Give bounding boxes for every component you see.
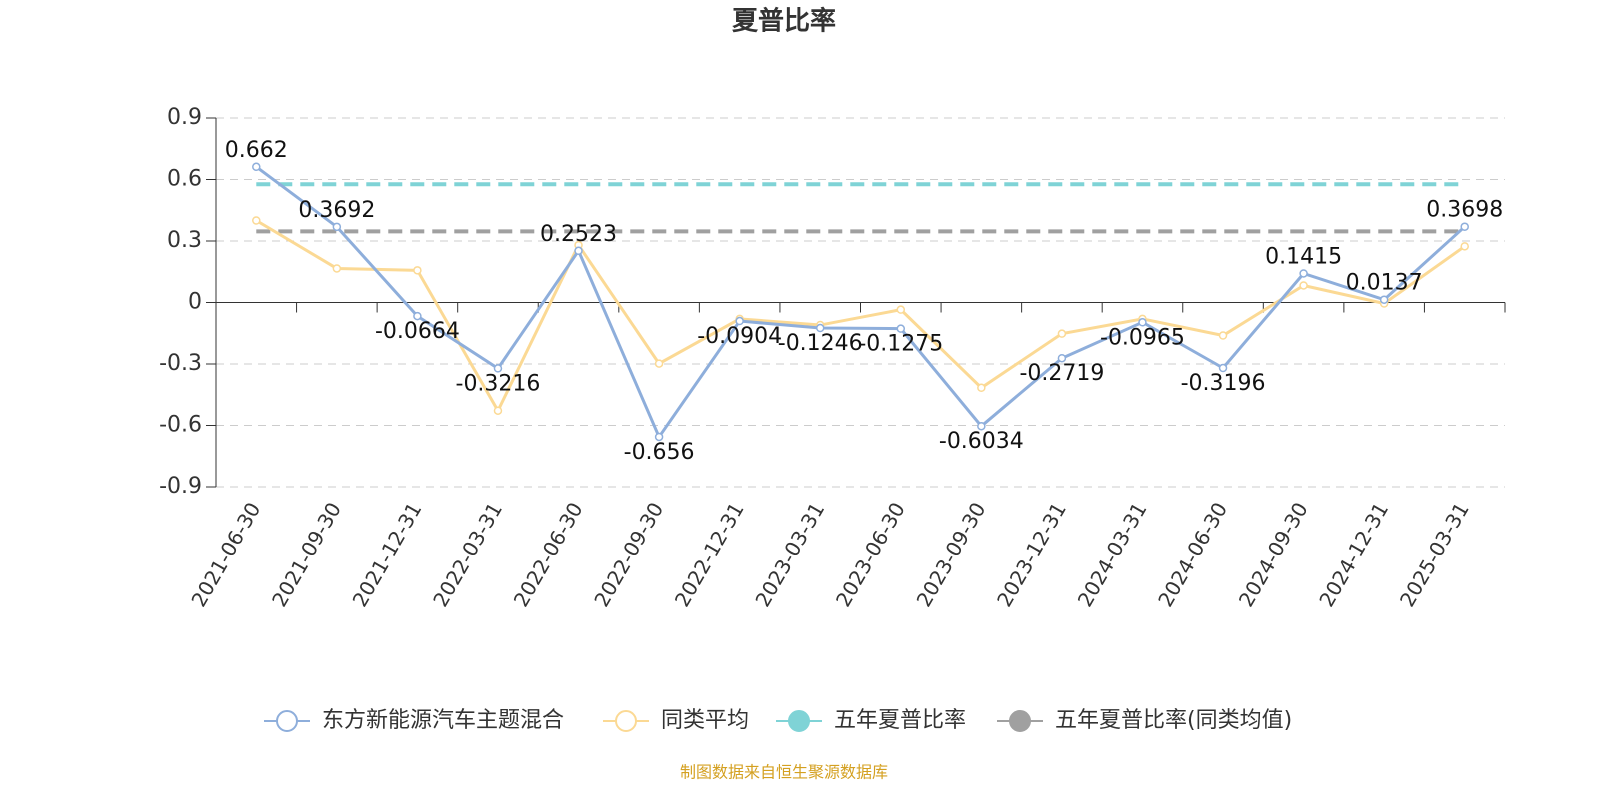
legend-marker xyxy=(788,710,810,732)
point xyxy=(252,162,261,172)
point xyxy=(896,324,906,333)
point xyxy=(332,222,342,232)
x-tick-label: 2022-09-30 xyxy=(589,498,668,611)
data-label: -0.3216 xyxy=(456,371,541,396)
data-label: -0.2719 xyxy=(1019,361,1104,386)
point xyxy=(493,364,503,373)
data-label: -0.6034 xyxy=(939,429,1024,454)
x-tick-label: 2024-12-31 xyxy=(1314,498,1393,611)
data-label: -0.1275 xyxy=(858,332,943,357)
legend-marker xyxy=(615,710,637,732)
y-tick-label: -0.6 xyxy=(159,413,202,438)
legend-label: 五年夏普比率 xyxy=(834,708,966,733)
point xyxy=(1299,281,1308,290)
data-label: 0.2523 xyxy=(540,222,617,247)
point xyxy=(1057,353,1067,363)
x-tick-label: 2021-06-30 xyxy=(186,498,265,611)
y-tick-label: -0.3 xyxy=(159,351,202,376)
point xyxy=(1379,295,1389,304)
x-tick-label: 2024-03-31 xyxy=(1073,498,1152,611)
chart-title: 夏普比率 xyxy=(732,6,836,37)
point xyxy=(1218,331,1228,340)
x-tick-label: 2023-09-30 xyxy=(912,498,991,611)
y-tick-label: -0.9 xyxy=(159,474,202,499)
y-tick-label: 0.6 xyxy=(167,167,202,192)
y-tick-label: 0 xyxy=(188,290,202,315)
x-tick-label: 2025-03-31 xyxy=(1395,498,1474,611)
data-label: -0.0904 xyxy=(697,324,782,349)
data-label: 0.1415 xyxy=(1265,244,1342,269)
x-tick-label: 2021-12-31 xyxy=(348,498,427,611)
x-tick-label: 2022-03-31 xyxy=(428,498,507,611)
point xyxy=(654,432,664,442)
point xyxy=(1299,269,1308,278)
x-tick-label: 2022-12-31 xyxy=(670,498,749,611)
x-tick-label: 2023-03-31 xyxy=(750,498,829,611)
x-tick-label: 2024-06-30 xyxy=(1153,498,1232,611)
y-tick-label: 0.3 xyxy=(167,228,202,253)
data-label: -0.0965 xyxy=(1100,325,1185,350)
legend-label: 东方新能源汽车主题混合 xyxy=(322,708,564,733)
data-label: 0.3698 xyxy=(1426,198,1503,223)
point xyxy=(413,266,422,275)
data-label: 0.0137 xyxy=(1346,271,1423,296)
point xyxy=(977,421,986,431)
point xyxy=(654,359,664,368)
point xyxy=(1057,329,1067,338)
data-label: 0.662 xyxy=(225,138,288,163)
x-tick-label: 2024-09-30 xyxy=(1234,498,1313,611)
x-tick-label: 2021-09-30 xyxy=(267,498,346,611)
point xyxy=(574,246,583,256)
point xyxy=(1138,318,1147,327)
legend-marker xyxy=(276,710,298,732)
point xyxy=(1460,242,1469,251)
point xyxy=(815,323,825,333)
x-tick-label: 2023-12-31 xyxy=(992,498,1071,611)
point xyxy=(735,316,744,326)
y-tick-label: 0.9 xyxy=(167,105,202,130)
point xyxy=(493,406,503,415)
point xyxy=(1460,222,1469,231)
legend-marker xyxy=(1009,710,1031,732)
data-label: -0.3196 xyxy=(1181,371,1266,396)
point xyxy=(413,311,422,321)
point xyxy=(977,383,986,393)
legend-label: 五年夏普比率(同类均值) xyxy=(1055,708,1292,733)
x-tick-label: 2023-06-30 xyxy=(831,498,910,611)
series-line xyxy=(255,165,1466,441)
point xyxy=(896,305,906,314)
data-label: -0.0664 xyxy=(375,319,460,344)
point xyxy=(332,264,342,273)
x-tick-label: 2022-06-30 xyxy=(509,498,588,611)
point xyxy=(1218,363,1228,373)
source-note: 制图数据来自恒生聚源数据库 xyxy=(680,763,888,782)
data-label: -0.656 xyxy=(624,440,695,465)
legend-label: 同类平均 xyxy=(661,708,749,733)
data-label: 0.3692 xyxy=(298,198,375,223)
point xyxy=(252,216,261,225)
data-label: -0.1246 xyxy=(778,331,863,356)
